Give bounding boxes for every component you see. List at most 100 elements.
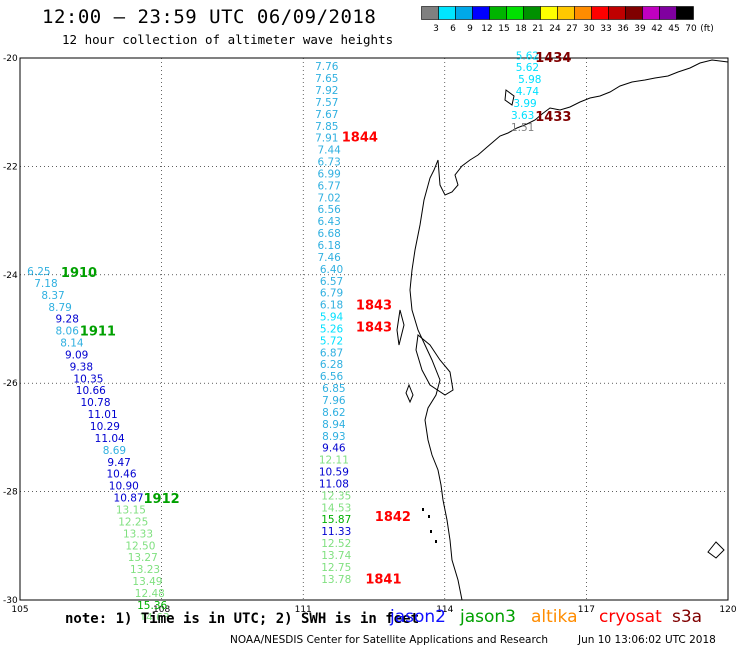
pass-time-label: 1843 [356,320,392,335]
colorbar-tick-label: 39 [634,24,646,34]
lat-tick-label: -20 [3,54,18,64]
generated-timestamp: Jun 10 13:06:02 UTC 2018 [578,634,716,646]
wave-height-value: 8.94 [322,419,346,431]
wave-height-value: 1.51 [511,122,534,134]
map-title: 12:00 – 23:59 UTC 06/09/2018 [42,6,377,28]
islet [428,515,430,518]
pass-time-label: 1843 [356,299,392,314]
colorbar-tick-label: 27 [566,24,577,34]
wave-height-value: 6.68 [317,228,340,240]
map-subtitle: 12 hour collection of altimeter wave hei… [62,32,394,47]
wave-height-value: 15.36 [137,600,167,612]
wave-height-value: 10.29 [90,421,120,433]
wave-height-value: 6.40 [320,264,343,276]
islet [435,540,437,543]
island [504,89,515,106]
wave-height-value: 6.18 [317,240,340,252]
wave-height-value: 14.63 [139,612,169,620]
islet [422,508,424,511]
wave-height-value: 13.27 [128,552,158,564]
lon-tick-label: 114 [436,605,453,615]
colorbar-tick-label: 45 [668,24,679,34]
colorbar-unit: (ft) [700,24,714,34]
colorbar-tick-label: 36 [617,24,629,34]
legend-cryosat: cryosat [599,607,662,627]
lat-tick-label: -28 [3,488,18,498]
wave-height-value: 10.66 [76,385,106,397]
pass-time-label: 1842 [375,510,411,525]
wave-height-value: 11.01 [88,409,118,421]
lat-tick-label: -30 [3,596,18,606]
wave-height-value: 7.91 [315,133,338,145]
colorbar-tick-label: 21 [532,24,543,34]
legend-jason3: jason3 [460,607,516,627]
wave-height-value: 8.79 [48,302,71,314]
colorbar-tick-label: 9 [467,24,473,34]
wave-height-value: 6.25 [27,266,50,278]
wave-height-value: 6.43 [317,216,340,228]
wave-height-value: 12.25 [118,516,148,528]
wave-height-value: 13.15 [116,504,146,516]
lake [707,541,725,559]
wave-height-value: 13.78 [321,574,351,586]
wave-height-value: 8.06 [56,326,80,338]
wave-height-value: 5.98 [518,74,541,86]
pass-time-label: 1912 [144,492,180,507]
wave-height-value: 6.77 [317,180,340,192]
wave-height-value: 7.76 [315,61,339,73]
wave-height-value: 6.79 [320,288,343,300]
wave-height-value: 5.72 [320,335,343,347]
wave-height-value: 9.09 [65,349,88,361]
pass-time-label: 1434 [535,51,571,66]
islet [430,530,432,533]
peninsula [415,334,454,396]
wave-height-value: 7.02 [317,192,340,204]
wave-height-value: 12.48 [135,588,165,600]
wave-height-value: 3.99 [513,98,536,110]
legend-s3a: s3a [672,607,703,627]
island [405,383,414,404]
lon-tick-label: 108 [153,605,170,615]
wave-height-value: 10.35 [73,373,103,385]
wave-height-value: 15.87 [321,514,351,526]
wave-height-value: 6.73 [317,157,340,169]
wave-height-value: 8.93 [322,431,345,443]
wave-height-value: 9.38 [70,361,93,373]
pass-time-label: 1910 [61,266,97,281]
altimeter-map: 105 108 111 114 117 120 -20 -22 -24 -26 -28 -30 7.76… [3,50,737,620]
wave-height-value: 7.46 [317,252,341,264]
colorbar-tick-label: 24 [549,24,561,34]
wave-height-value: 13.23 [130,564,160,576]
wave-height-value: 13.49 [132,576,162,588]
wave-height-value: 7.57 [315,97,338,109]
wave-height-value: 5.62 [516,50,539,62]
lat-tick-label: -26 [3,379,18,389]
wave-height-value: 9.47 [107,457,130,469]
lon-tick-label: 117 [578,605,595,615]
wave-height-value: 12.52 [321,538,351,550]
pass-time-label: 1911 [80,325,116,340]
wave-height-value: 8.69 [103,445,126,457]
colorbar-tick-label: 70 [685,24,697,34]
wave-height-value: 9.28 [56,314,79,326]
wave-height-value: 9.46 [322,443,346,455]
island [396,309,405,346]
wave-height-value: 6.57 [320,276,343,288]
pass-time-label: 1433 [535,110,571,125]
wave-height-value: 8.37 [41,290,64,302]
wave-height-value: 7.18 [34,278,57,290]
colorbar-tick-label: 42 [651,24,662,34]
wave-height-value: 7.92 [315,85,338,97]
colorbar-tick-label: 33 [600,24,611,34]
legend-altika: altika [531,607,578,627]
wave-height-value: 11.33 [321,526,351,538]
colorbar-tick-label: 3 [433,24,439,34]
wave-height-value: 12.75 [321,562,351,574]
wave-height-value: 13.74 [321,550,351,562]
wave-height-value: 5.94 [320,312,344,324]
wave-height-value: 7.85 [315,121,338,133]
wave-height-value: 12.50 [125,540,155,552]
wave-height-value: 7.44 [317,145,341,157]
wave-height-value: 13.33 [123,528,153,540]
wave-height-value: 11.04 [95,433,125,445]
